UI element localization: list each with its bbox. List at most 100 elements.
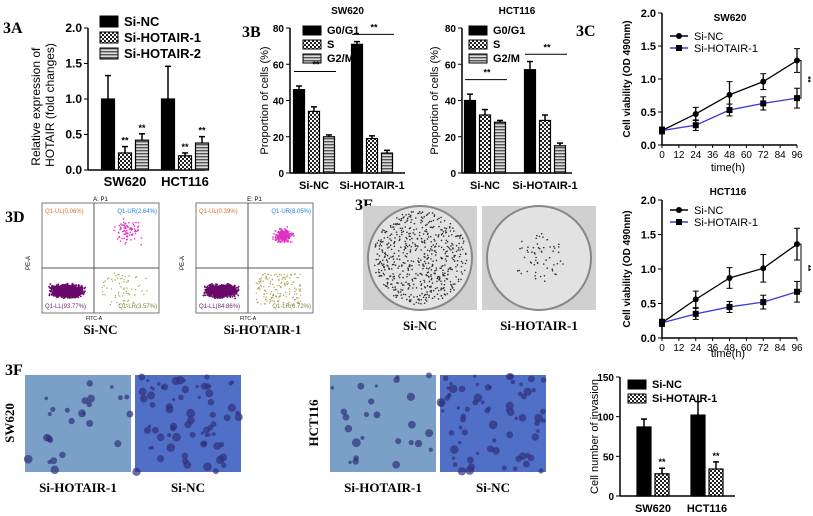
colony-dot — [450, 285, 453, 287]
colony-dot — [426, 254, 429, 257]
event-dot — [231, 292, 234, 295]
colony-dot — [432, 289, 435, 292]
significance-marker: ** — [483, 68, 491, 78]
colony-dot — [444, 258, 447, 260]
colony-dot — [413, 222, 416, 225]
x-tick-label: SW620 — [104, 174, 147, 189]
event-dot — [280, 233, 283, 235]
y-tick-label: 50 — [603, 452, 615, 463]
colony-dot — [387, 265, 389, 267]
colony-dot — [458, 255, 461, 258]
event-dot — [283, 235, 285, 238]
data-point — [760, 265, 767, 272]
event-dot — [61, 294, 64, 296]
event-dot — [110, 301, 113, 303]
colony-dot — [433, 295, 436, 298]
colony-dot — [395, 294, 397, 296]
data-point — [794, 241, 800, 248]
colony-dot — [419, 259, 422, 261]
event-dot — [132, 301, 135, 303]
colony-dot — [427, 271, 430, 274]
event-dot — [223, 287, 226, 289]
colony-dot — [449, 280, 452, 283]
colony-dot — [441, 232, 444, 235]
event-dot — [204, 294, 207, 297]
colony-dot — [534, 259, 537, 262]
event-dot — [210, 295, 212, 298]
event-dot — [270, 274, 272, 276]
event-dot — [217, 294, 220, 296]
data-point — [794, 288, 800, 295]
colony-dot — [442, 235, 445, 237]
event-dot — [280, 229, 283, 231]
invaded-cell — [167, 432, 172, 438]
colony-dot — [541, 251, 543, 253]
invaded-cell — [209, 411, 216, 418]
event-dot — [286, 236, 288, 238]
colony-dot — [399, 227, 402, 230]
event-dot — [275, 296, 278, 298]
colony-dot — [393, 277, 395, 280]
event-dot — [288, 234, 291, 237]
event-dot — [288, 301, 290, 304]
event-dot — [281, 239, 283, 242]
colony-dot — [429, 248, 432, 250]
data-point — [760, 78, 767, 85]
event-dot — [295, 293, 298, 295]
colony-dot — [415, 228, 418, 230]
colony-dot — [381, 231, 383, 233]
colony-dot — [453, 230, 455, 232]
colony-caption: Si-NC — [403, 318, 437, 333]
event-dot — [68, 293, 71, 296]
invaded-cell — [87, 394, 95, 403]
legend-label: Si-HOTAIR-1 — [694, 43, 758, 55]
colony-dot — [438, 217, 440, 220]
colony-dot — [443, 280, 446, 282]
event-dot — [61, 291, 64, 294]
colony-dot — [406, 273, 409, 275]
colony-dot — [417, 212, 419, 215]
colony-dot — [407, 269, 410, 272]
bar-s — [538, 119, 552, 174]
bar-si-hotair-1 — [177, 155, 193, 171]
colony-dot — [440, 294, 443, 297]
colony-dot — [551, 269, 554, 272]
bar-g0-g1 — [523, 69, 537, 174]
colony-dot — [534, 274, 536, 277]
colony-dot — [428, 212, 430, 214]
bar-g2-m — [553, 145, 567, 174]
event-dot — [122, 224, 124, 227]
x-axis-label: time(h) — [711, 348, 745, 360]
invaded-cell — [221, 462, 227, 468]
event-dot — [257, 287, 260, 289]
event-dot — [122, 221, 125, 224]
quadrant-ll: Q1-LL(84.86%) — [199, 304, 240, 310]
colony-dot — [393, 261, 396, 263]
y-tick-label: 1.0 — [641, 264, 656, 276]
y-tick-label: 60 — [273, 60, 285, 71]
colony-dot — [456, 259, 459, 262]
colony-dot — [437, 235, 440, 237]
chart-title: HCT116 — [710, 187, 747, 198]
colony-dot — [423, 294, 426, 297]
colony-dot — [421, 217, 424, 220]
colony-dot — [419, 294, 421, 297]
event-dot — [114, 294, 117, 297]
colony-dot — [434, 246, 436, 248]
colony-dot — [442, 230, 445, 233]
event-dot — [76, 287, 79, 289]
colony-dot — [424, 230, 426, 232]
invaded-cell — [357, 382, 365, 390]
event-dot — [121, 237, 123, 240]
colony-dot — [434, 250, 436, 252]
event-dot — [127, 232, 129, 235]
event-dot — [284, 278, 286, 281]
event-dot — [260, 281, 262, 283]
invaded-cell — [176, 375, 185, 385]
colony-dot — [380, 244, 383, 247]
invaded-cell — [149, 401, 156, 408]
event-dot — [125, 281, 128, 283]
bar-si-hotair-1 — [708, 468, 724, 497]
event-dot — [103, 281, 105, 284]
